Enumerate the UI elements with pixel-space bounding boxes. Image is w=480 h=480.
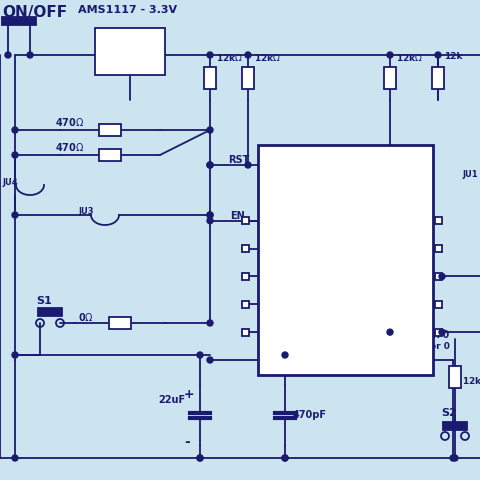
Text: RST: RST (228, 155, 250, 165)
Circle shape (282, 455, 288, 461)
Text: 12k$\Omega$: 12k$\Omega$ (216, 52, 243, 63)
Text: ESP8266 ESP-12: ESP8266 ESP-12 (294, 352, 397, 362)
Text: GPIO4: GPIO4 (396, 218, 427, 227)
Circle shape (207, 212, 213, 218)
Text: CH_PD: CH_PD (264, 218, 297, 228)
Text: GPIO13: GPIO13 (264, 330, 301, 339)
Text: 12k: 12k (444, 52, 463, 61)
Bar (443, 422, 467, 430)
Circle shape (207, 212, 213, 218)
Text: +: + (184, 388, 194, 401)
Circle shape (207, 320, 213, 326)
Circle shape (387, 52, 393, 58)
Text: TX: TX (414, 163, 427, 171)
Bar (242, 245, 249, 252)
Bar (449, 366, 461, 388)
Text: RX: RX (413, 191, 427, 199)
Text: 12k$\Omega$: 12k$\Omega$ (396, 52, 423, 63)
Text: GPIO15: GPIO15 (389, 330, 427, 339)
Text: S2: S2 (441, 408, 457, 418)
Text: JU4: JU4 (2, 178, 18, 187)
Text: ADJ: ADJ (113, 48, 132, 58)
Circle shape (12, 152, 18, 158)
Text: GPIO5: GPIO5 (396, 246, 427, 255)
Circle shape (12, 127, 18, 133)
Text: ADC: ADC (264, 191, 285, 199)
Text: OUT: OUT (130, 30, 153, 40)
Text: GPIO16: GPIO16 (264, 246, 301, 255)
Circle shape (197, 455, 203, 461)
Text: -: - (184, 435, 190, 449)
Circle shape (452, 455, 458, 461)
Bar (435, 217, 442, 224)
Text: GPIO0: GPIO0 (396, 274, 427, 283)
Circle shape (5, 52, 11, 58)
Circle shape (197, 352, 203, 358)
Bar (109, 317, 131, 329)
Circle shape (197, 455, 203, 461)
Text: JU3: JU3 (78, 207, 94, 216)
Bar (435, 273, 442, 280)
Text: 470pF: 470pF (293, 410, 327, 420)
Bar (2, 17, 36, 25)
Text: 12k$\Omega$: 12k$\Omega$ (462, 375, 480, 386)
Circle shape (12, 212, 18, 218)
Circle shape (207, 357, 213, 363)
Bar (99, 149, 121, 161)
Circle shape (27, 52, 33, 58)
Bar (242, 329, 249, 336)
Bar (99, 124, 121, 136)
Circle shape (207, 52, 213, 58)
Text: GPIO12: GPIO12 (264, 302, 301, 311)
Circle shape (12, 352, 18, 358)
Bar (384, 67, 396, 88)
Circle shape (282, 455, 288, 461)
Bar (242, 67, 254, 88)
Bar (242, 217, 249, 224)
Bar (435, 329, 442, 336)
Circle shape (207, 162, 213, 168)
Circle shape (435, 52, 441, 58)
Bar (38, 308, 62, 316)
Circle shape (282, 352, 288, 358)
Text: GPIO2: GPIO2 (396, 302, 427, 311)
Bar (432, 67, 444, 88)
Text: JU1: JU1 (462, 170, 478, 179)
Text: or 0: or 0 (430, 342, 450, 351)
Circle shape (207, 218, 213, 224)
Circle shape (12, 455, 18, 461)
Circle shape (450, 455, 456, 461)
Bar (204, 67, 216, 88)
Text: 470$\Omega$: 470$\Omega$ (55, 116, 84, 128)
Text: 0$\Omega$: 0$\Omega$ (78, 311, 94, 323)
Text: RESET: RESET (264, 163, 296, 171)
Text: 470: 470 (430, 330, 450, 340)
Circle shape (439, 274, 445, 279)
Text: IN: IN (99, 30, 110, 40)
Text: 470$\Omega$: 470$\Omega$ (55, 141, 84, 153)
Bar (95, 28, 165, 75)
Circle shape (245, 162, 251, 168)
Text: S1: S1 (36, 296, 52, 306)
Text: VCC: VCC (264, 358, 284, 367)
Text: GPIO14: GPIO14 (264, 274, 302, 283)
Text: 12k$\Omega$: 12k$\Omega$ (254, 52, 281, 63)
Circle shape (245, 52, 251, 58)
Circle shape (207, 127, 213, 133)
Bar (258, 145, 433, 375)
Text: EN: EN (230, 211, 245, 221)
Circle shape (439, 329, 445, 335)
Bar (435, 301, 442, 308)
Text: 22uF: 22uF (158, 395, 185, 405)
Bar (435, 245, 442, 252)
Circle shape (207, 162, 213, 168)
Text: AMS1117 - 3.3V: AMS1117 - 3.3V (78, 5, 177, 15)
Text: ON/OFF: ON/OFF (2, 5, 67, 20)
Bar (242, 301, 249, 308)
Text: GND: GND (405, 358, 427, 367)
Circle shape (387, 329, 393, 335)
Bar (242, 273, 249, 280)
